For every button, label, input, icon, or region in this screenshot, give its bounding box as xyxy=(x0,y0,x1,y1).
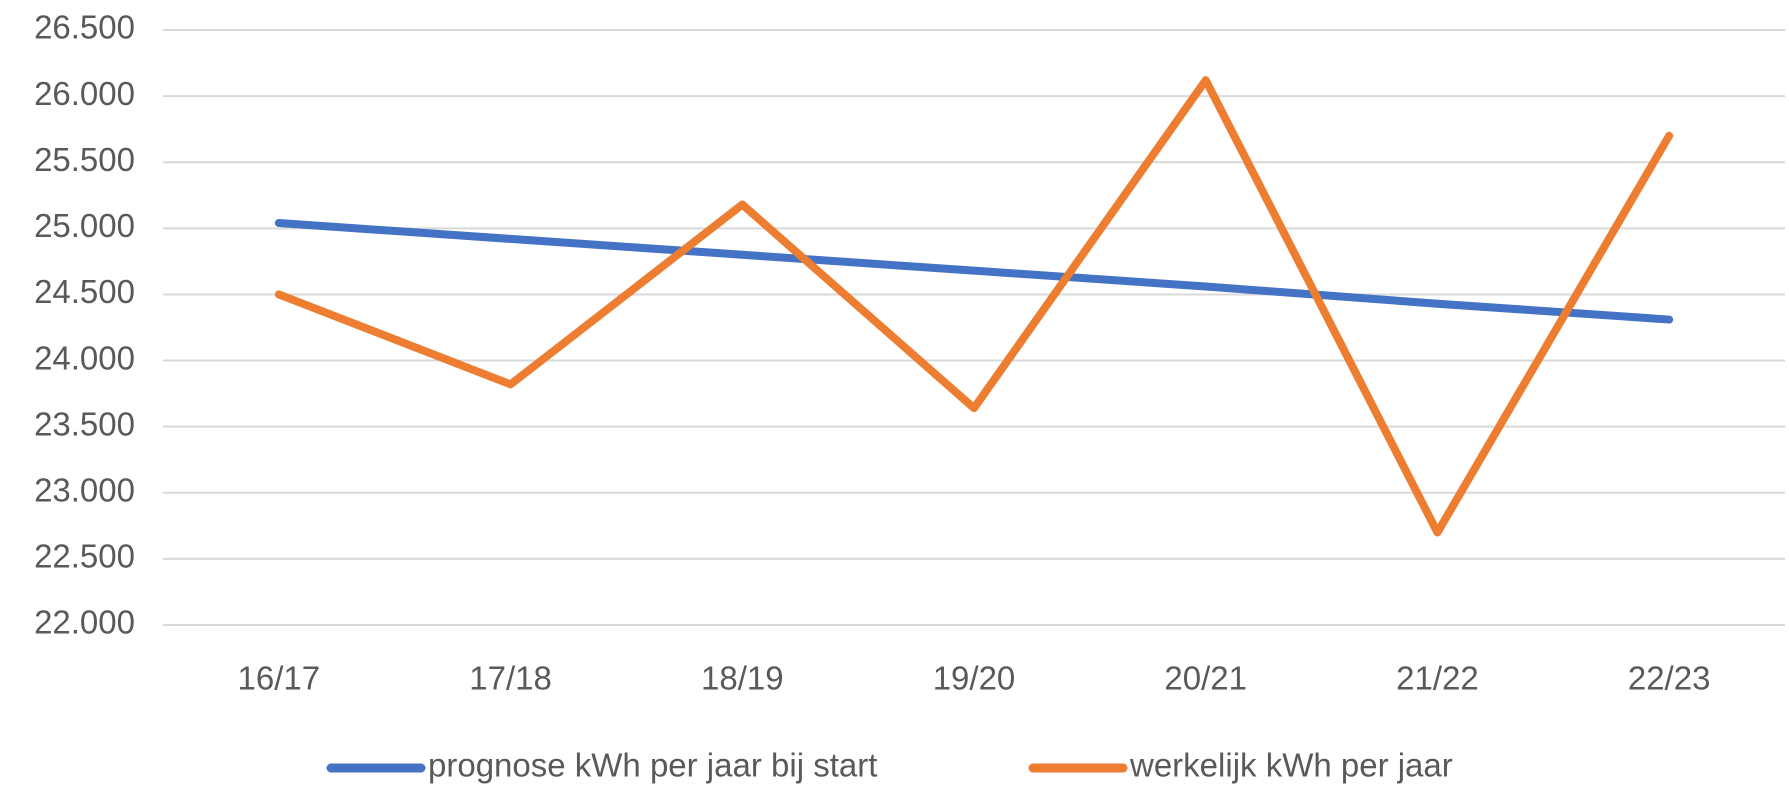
x-tick-label: 20/21 xyxy=(1164,660,1247,697)
x-tick-label: 17/18 xyxy=(469,660,552,697)
y-tick-label: 25.000 xyxy=(34,207,135,244)
legend-label: werkelijk kWh per jaar xyxy=(1129,747,1453,784)
x-tick-label: 16/17 xyxy=(238,660,321,697)
y-tick-label: 25.500 xyxy=(34,141,135,178)
legend-label: prognose kWh per jaar bij start xyxy=(428,747,877,784)
x-tick-label: 18/19 xyxy=(701,660,784,697)
y-tick-label: 26.000 xyxy=(34,75,135,112)
series-line xyxy=(274,219,1674,324)
y-tick-label: 24.500 xyxy=(34,273,135,310)
y-tick-label: 23.500 xyxy=(34,405,135,442)
x-tick-label: 21/22 xyxy=(1396,660,1479,697)
x-tick-label: 19/20 xyxy=(933,660,1016,697)
x-tick-label: 22/23 xyxy=(1628,660,1711,697)
y-tick-label: 24.000 xyxy=(34,339,135,376)
y-tick-label: 23.000 xyxy=(34,471,135,508)
y-tick-label: 22.500 xyxy=(34,538,135,575)
y-tick-label: 26.500 xyxy=(34,9,135,46)
series-line xyxy=(274,76,1674,537)
y-tick-label: 22.000 xyxy=(34,604,135,641)
